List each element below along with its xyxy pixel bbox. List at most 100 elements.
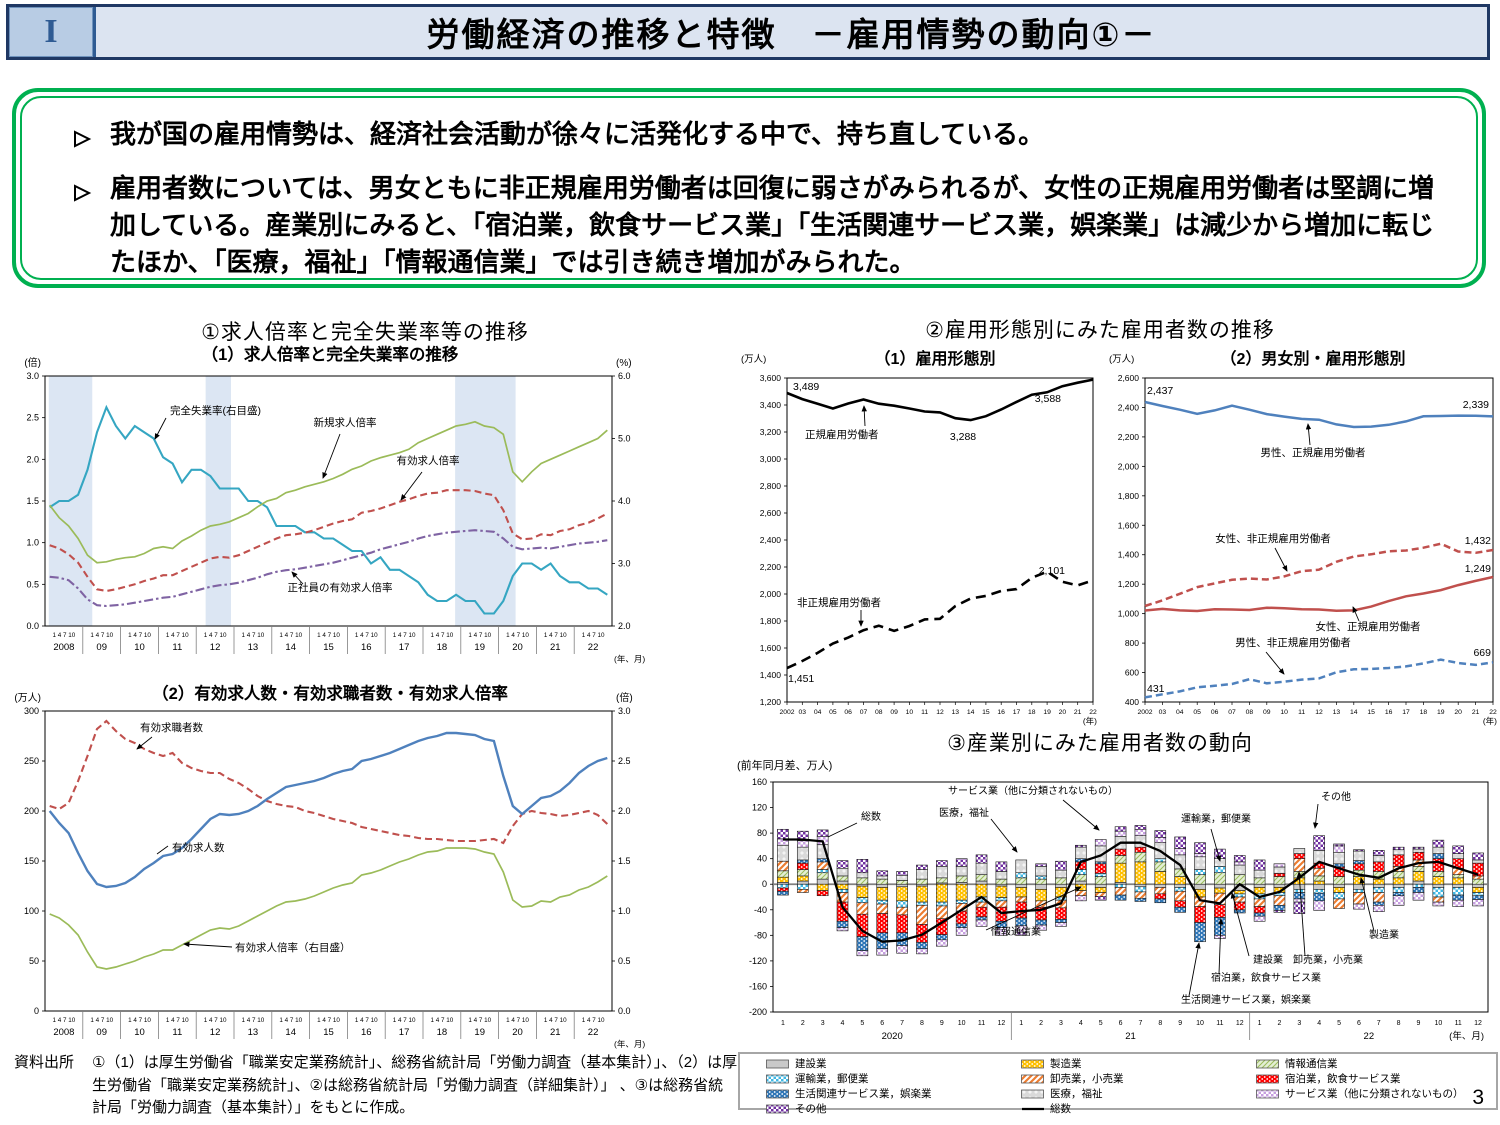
svg-text:17: 17 [399,1027,410,1038]
svg-text:0.0: 0.0 [618,1006,631,1016]
svg-text:1 4 7 10: 1 4 7 10 [468,1017,491,1024]
summary-bullet-1: 我が国の雇用情勢は、経済社会活動が徐々に活発化する中で、持ち直している。 [72,116,1436,160]
svg-text:宿泊業，飲食サービス業: 宿泊業，飲食サービス業 [1211,971,1321,984]
svg-text:1 4 7 10: 1 4 7 10 [544,632,567,639]
legend-swatch-seizo [1021,1059,1044,1068]
section3-title: ③産業別にみた雇用者数の動向 [947,732,1253,755]
bullet-arrow-icon [72,170,94,281]
svg-text:2,600: 2,600 [760,508,782,518]
header-bar: I 労働経済の推移と特徴 －雇用情勢の動向①－ [6,4,1490,60]
svg-text:医療，福祉: 医療，福祉 [939,806,989,819]
svg-text:1.5: 1.5 [26,496,39,506]
svg-text:建設業: 建設業 [1253,953,1283,966]
svg-text:05: 05 [829,709,837,716]
svg-text:1 4 7 10: 1 4 7 10 [128,632,151,639]
chart-industry-change: -200 -160 -120 -80 -40 0 40 80 120 160 1 2 3 4 5 6 7 8 9 10… [733,772,1500,1055]
svg-text:6: 6 [1119,1020,1123,1027]
svg-text:07: 07 [1228,709,1236,716]
summary-box-inner: 我が国の雇用情勢は、経済社会活動が徐々に活発化する中で、持ち直している。 雇用者… [20,96,1478,280]
svg-text:40: 40 [757,854,767,864]
svg-text:19: 19 [474,642,485,653]
svg-text:正社員の有効求人倍率: 正社員の有効求人倍率 [288,581,393,594]
svg-text:16: 16 [997,709,1005,716]
legend-swatch-joho [1256,1059,1279,1068]
svg-text:17: 17 [1402,709,1410,716]
svg-text:10: 10 [134,642,145,653]
svg-text:1 4 7 10: 1 4 7 10 [582,1017,605,1024]
svg-text:09: 09 [890,709,898,716]
svg-text:13: 13 [248,1027,259,1038]
svg-text:総数: 総数 [861,810,881,823]
svg-text:20: 20 [512,642,523,653]
svg-text:(年): (年) [1083,716,1097,726]
svg-text:12: 12 [998,1020,1006,1027]
svg-text:2020: 2020 [882,1031,903,1042]
svg-text:13: 13 [952,709,960,716]
svg-text:1 4 7 10: 1 4 7 10 [166,632,189,639]
svg-text:10: 10 [958,1020,966,1027]
svg-text:（1）求人倍率と完全失業率の推移: （1）求人倍率と完全失業率の推移 [202,344,459,364]
source-note: 資料出所 ①（1）は厚生労働省「職業安定業務統計」、総務省統計局「労働力調査（基… [14,1052,738,1120]
svg-text:14: 14 [285,642,296,653]
svg-text:(万人): (万人) [14,692,41,704]
svg-text:男性、非正規雇用労働者: 男性、非正規雇用労働者 [1235,636,1351,649]
svg-text:3,200: 3,200 [760,427,782,437]
svg-text:05: 05 [1193,709,1201,716]
svg-text:2.0: 2.0 [26,454,39,464]
svg-text:1 4 7 10: 1 4 7 10 [242,1017,265,1024]
svg-text:09: 09 [1263,709,1271,716]
legend-item-shuku: 宿泊業，飲食サービス業 [1256,1071,1500,1086]
svg-text:(倍): (倍) [616,691,633,704]
svg-text:1,451: 1,451 [788,673,814,685]
legend-label: 卸売業，小売業 [1050,1073,1124,1085]
svg-text:06: 06 [844,709,852,716]
svg-text:(倍): (倍) [24,356,41,369]
svg-text:2.0: 2.0 [618,621,631,631]
svg-text:3.0: 3.0 [26,371,39,381]
svg-text:2,000: 2,000 [1118,461,1140,471]
legend-item-oroshi: 卸売業，小売業 [1021,1071,1256,1086]
svg-text:0: 0 [34,1006,39,1016]
svg-text:0.0: 0.0 [26,621,39,631]
svg-text:20: 20 [1059,709,1067,716]
legend-swatch-unyu [766,1074,789,1083]
svg-text:400: 400 [1125,697,1139,707]
svg-text:（2）男女別・雇用形態別: （2）男女別・雇用形態別 [1221,349,1406,368]
svg-text:1 4 7 10: 1 4 7 10 [544,1017,567,1024]
svg-text:12: 12 [1474,1020,1482,1027]
svg-text:3,489: 3,489 [793,381,819,393]
svg-text:(年、月): (年、月) [614,1039,645,1049]
svg-text:10: 10 [134,1027,145,1038]
svg-text:08: 08 [1246,709,1254,716]
svg-text:9: 9 [940,1020,944,1027]
svg-text:1,800: 1,800 [760,616,782,626]
svg-text:10: 10 [1434,1020,1442,1027]
svg-text:1.0: 1.0 [618,906,631,916]
svg-text:16: 16 [361,642,372,653]
svg-text:6: 6 [880,1020,884,1027]
legend-item-iryo: 医療，福祉 [1021,1086,1256,1101]
summary-box: 我が国の雇用情勢は、経済社会活動が徐々に活発化する中で、持ち直している。 雇用者… [12,88,1486,288]
svg-text:80: 80 [757,828,767,838]
legend-item-seikatsu: 生活関連サービス業，娯楽業 [766,1086,1021,1101]
svg-text:2002: 2002 [779,709,794,716]
svg-text:1 4 7 10: 1 4 7 10 [431,1017,454,1024]
chart-gender-employment-type: （2）男女別・雇用形態別 (万人) 400 600 800 1,000 1,200 1,400… [1103,344,1500,733]
svg-text:1 4 7 10: 1 4 7 10 [431,632,454,639]
svg-text:1 4 7 10: 1 4 7 10 [53,1017,76,1024]
svg-text:3.0: 3.0 [618,559,631,569]
svg-text:1: 1 [1258,1020,1262,1027]
svg-text:女性、正規雇用労働者: 女性、正規雇用労働者 [1316,620,1421,633]
svg-text:1 4 7 10: 1 4 7 10 [279,632,302,639]
svg-text:2,600: 2,600 [1118,373,1140,383]
svg-text:1 4 7 10: 1 4 7 10 [582,632,605,639]
svg-text:06: 06 [1211,709,1219,716]
svg-text:1 4 7 10: 1 4 7 10 [279,1017,302,1024]
svg-text:5.0: 5.0 [618,434,631,444]
chart3-unit-label: (前年同月差、万人) [737,760,833,772]
chapter-badge: I [9,7,96,57]
legend-swatch-svc [1256,1089,1279,1098]
svg-text:1 4 7 10: 1 4 7 10 [204,1017,227,1024]
svg-text:1,249: 1,249 [1465,563,1491,575]
